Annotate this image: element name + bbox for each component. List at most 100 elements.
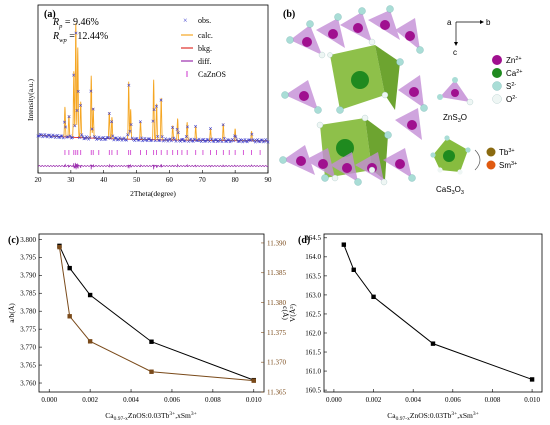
xrd-obs-point bbox=[102, 136, 106, 139]
xrd-obs-point bbox=[126, 133, 130, 137]
y-tick-label: 163.0 bbox=[305, 291, 321, 299]
xrd-obs-point bbox=[99, 138, 103, 142]
crystal-axes: a b c bbox=[447, 18, 491, 57]
xrd-obs-point bbox=[171, 125, 175, 129]
xrd-obs-point bbox=[112, 138, 116, 142]
y-tick-label: 3.785 bbox=[20, 290, 36, 298]
xrd-obs-point bbox=[212, 140, 216, 144]
xrd-obs-point bbox=[250, 132, 254, 136]
legend-diff: diff. bbox=[198, 57, 211, 66]
xrd-obs-point bbox=[67, 115, 71, 119]
xrd-obs-point bbox=[151, 119, 155, 123]
xrd-obs-point bbox=[148, 137, 152, 141]
xrd-obs-point bbox=[75, 108, 79, 112]
xrd-obs-point bbox=[71, 136, 74, 140]
xrd-obs-point bbox=[258, 140, 262, 144]
panel-a: (a) 20 30 40 50 60 70 80 90 2Theta(degree) Inte… bbox=[26, 4, 272, 198]
s-label: S2- bbox=[506, 82, 516, 91]
xrd-obs-point bbox=[175, 127, 179, 131]
y-tick-label: 162.0 bbox=[305, 329, 321, 337]
xrd-obs-point bbox=[209, 126, 212, 130]
xrd-obs-point bbox=[106, 136, 110, 140]
xrd-obs-point bbox=[140, 136, 143, 140]
axis-a-label: a bbox=[447, 18, 452, 27]
xrd-x-tick-label: 30 bbox=[67, 176, 75, 184]
xrd-obs-point bbox=[122, 136, 126, 140]
y-tick-label: 3.770 bbox=[20, 344, 36, 352]
y-tick-label: 3.760 bbox=[20, 379, 36, 387]
c-x-label: Ca0.97-xZnOS:0.03Tb3+,xSm3+ bbox=[105, 411, 196, 422]
xrd-x-ticks: 20 30 40 50 60 70 80 90 bbox=[35, 170, 272, 184]
xrd-obs-point bbox=[79, 103, 83, 107]
xrd-obs-point bbox=[172, 136, 176, 140]
xrd-obs-point bbox=[137, 138, 141, 142]
panel-c: (c) 0.000 0.002 0.004 0.006 0.008 0.010 3.760 3… bbox=[7, 233, 290, 422]
rwp-text: Rwp = 12.44% bbox=[52, 31, 108, 44]
xrd-frame bbox=[37, 4, 269, 174]
xrd-obs-point bbox=[249, 138, 253, 142]
xrd-obs-point bbox=[90, 127, 94, 131]
xrd-obs-point bbox=[77, 136, 81, 140]
x-tick-label: 0.008 bbox=[485, 396, 501, 404]
xrd-obs-point bbox=[72, 73, 76, 77]
y-tick-label: 3.765 bbox=[20, 361, 36, 369]
xrd-obs-point bbox=[232, 139, 235, 143]
xrd-obs-point bbox=[45, 135, 49, 139]
xrd-plot-area bbox=[36, 23, 270, 170]
series-point-0 bbox=[371, 294, 376, 300]
series-line-1 bbox=[58, 247, 254, 382]
xrd-obs-point bbox=[64, 125, 68, 129]
panel-a-label: (a) bbox=[44, 9, 56, 20]
zn-label: Zn2+ bbox=[506, 56, 522, 65]
xrd-obs-point bbox=[152, 108, 156, 112]
xrd-y-label: Intensity(a.u.) bbox=[26, 78, 35, 121]
legend-obs-marker: × bbox=[183, 16, 188, 25]
series-point-0 bbox=[341, 242, 347, 247]
series-point-1 bbox=[251, 378, 256, 383]
xrd-obs-point bbox=[83, 136, 87, 140]
xrd-obs-point bbox=[203, 139, 207, 143]
x-tick-label: 0.006 bbox=[164, 396, 180, 404]
y-tick-label: 162.5 bbox=[305, 310, 321, 318]
xrd-diff-line bbox=[37, 162, 269, 170]
xrd-obs-point bbox=[91, 107, 95, 111]
xrd-obs-point bbox=[225, 140, 229, 144]
xrd-obs-point bbox=[61, 136, 65, 140]
series-point-0 bbox=[529, 377, 535, 382]
y-tick-label: 3.795 bbox=[20, 254, 36, 262]
xrd-obs-point bbox=[68, 134, 72, 138]
series-point-0 bbox=[67, 265, 72, 271]
y2-tick-label: 11.390 bbox=[267, 239, 286, 247]
series-point-1 bbox=[67, 314, 72, 319]
xrd-obs-point bbox=[39, 133, 43, 137]
legend-obs: obs. bbox=[198, 16, 211, 25]
y-tick-label: 161.5 bbox=[305, 348, 321, 356]
xrd-obs-point bbox=[166, 139, 170, 143]
x-tick-label: 0.008 bbox=[205, 396, 221, 404]
xrd-obs-point bbox=[117, 137, 120, 141]
xrd-obs-point bbox=[156, 134, 160, 138]
x-tick-label: 0.002 bbox=[366, 396, 382, 404]
xrd-obs-point bbox=[179, 139, 183, 143]
tb-marker bbox=[486, 147, 496, 157]
tb-label: Tb3+ bbox=[499, 148, 515, 157]
y-tick-label: 3.790 bbox=[20, 272, 36, 280]
legend-bkg: bkg. bbox=[198, 44, 212, 53]
xrd-obs-point bbox=[180, 137, 184, 141]
c-y2-label: c(Å) bbox=[281, 306, 290, 320]
xrd-obs-point bbox=[135, 136, 139, 140]
xrd-obs-point bbox=[169, 139, 173, 143]
xrd-obs-point bbox=[74, 31, 78, 35]
xrd-obs-point bbox=[146, 137, 150, 141]
xrd-obs-point bbox=[46, 133, 50, 137]
cas3o3-polyhedron: CaS3O3 bbox=[430, 135, 481, 196]
x-tick-label: 0.000 bbox=[326, 396, 342, 404]
c-plot-area: 0.000 0.002 0.004 0.006 0.008 0.010 3.760 3.765… bbox=[20, 236, 286, 404]
xrd-obs-point bbox=[176, 131, 180, 135]
xrd-obs-point bbox=[243, 138, 247, 142]
x-tick-label: 0.010 bbox=[524, 396, 540, 404]
xrd-obs-points bbox=[36, 31, 270, 144]
xrd-obs-point bbox=[256, 138, 260, 142]
xrd-legend: × obs. calc. bkg. diff. CaZnOS bbox=[181, 16, 226, 79]
xrd-obs-point bbox=[207, 139, 211, 143]
